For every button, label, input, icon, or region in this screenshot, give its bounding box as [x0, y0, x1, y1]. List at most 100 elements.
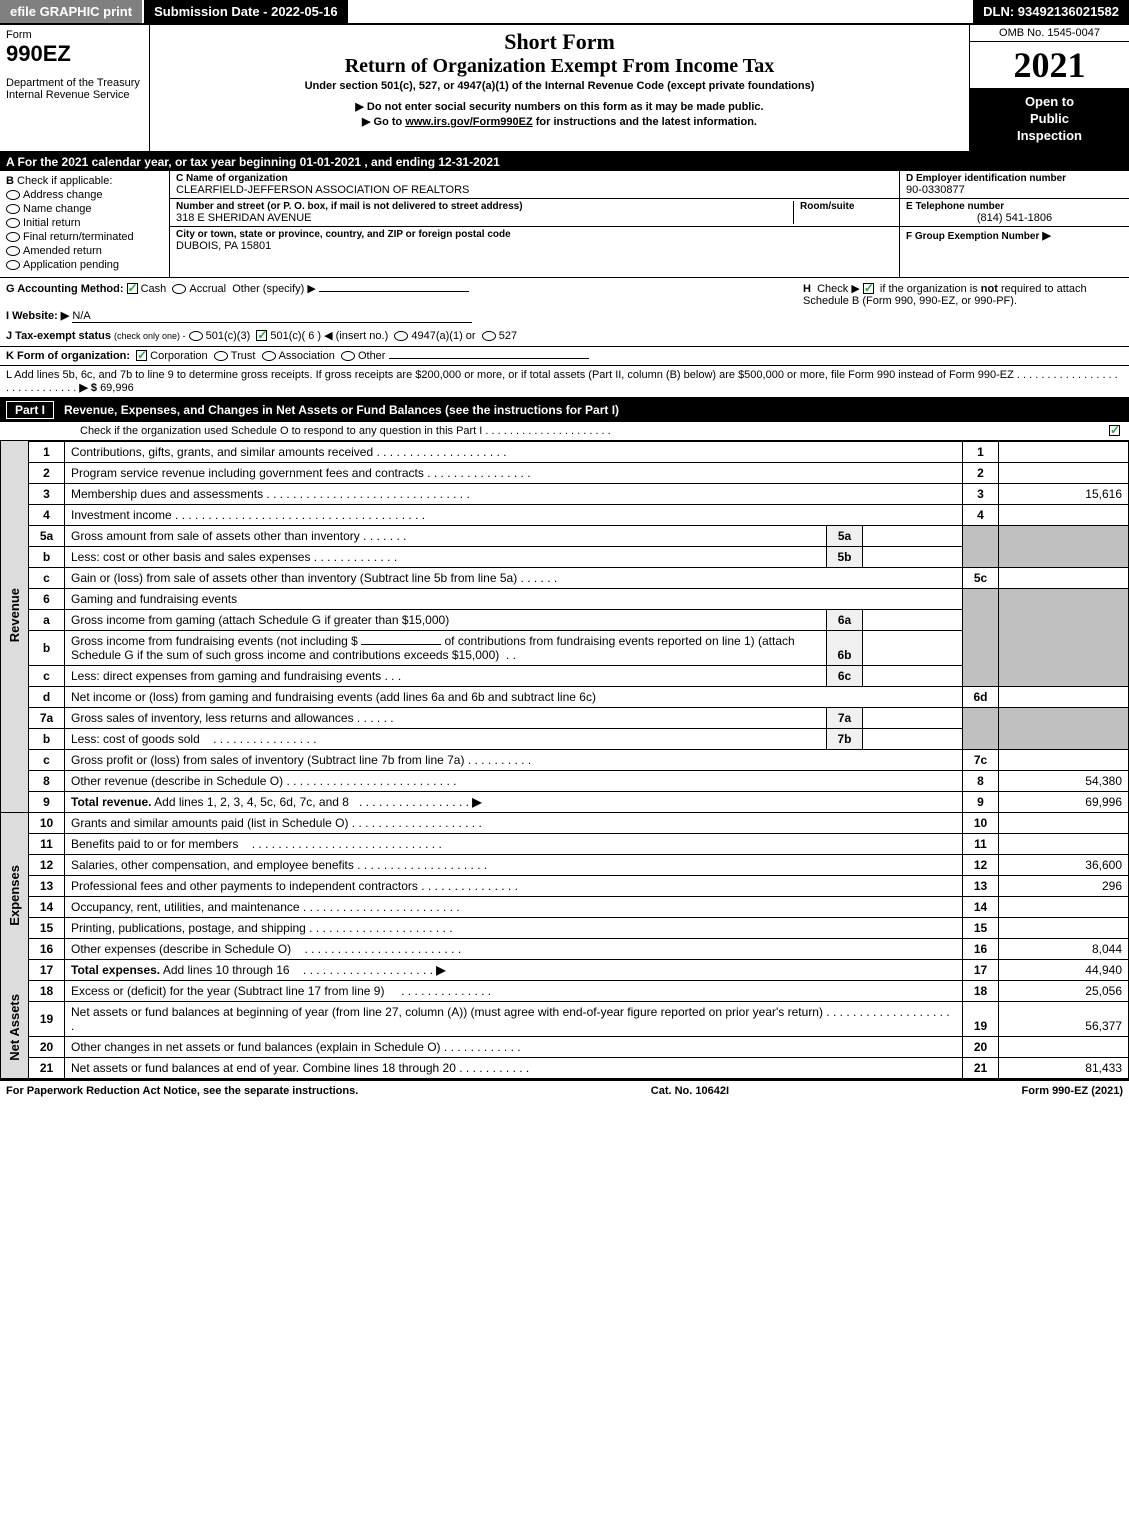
dept-treasury: Department of the Treasury [6, 77, 143, 89]
l9-num: 9 [29, 791, 65, 812]
d-label: D Employer identification number [906, 173, 1123, 184]
g-other: Other (specify) ▶ [232, 283, 316, 295]
l11-desc: Benefits paid to or for members . . . . … [65, 833, 963, 854]
chk-4947[interactable] [394, 331, 408, 341]
k-assoc: Association [279, 350, 335, 362]
l6c-desc: Less: direct expenses from gaming and fu… [65, 665, 827, 686]
l5a-num: 5a [29, 525, 65, 546]
chk-cash[interactable] [127, 283, 138, 294]
l11-rval [999, 833, 1129, 854]
row-a-taxyear: A For the 2021 calendar year, or tax yea… [0, 153, 1129, 171]
line-13: 13 Professional fees and other payments … [1, 875, 1129, 896]
l7b-desc: Less: cost of goods sold . . . . . . . .… [65, 728, 827, 749]
omb-number: OMB No. 1545-0047 [970, 25, 1129, 42]
l10-desc: Grants and similar amounts paid (list in… [65, 812, 963, 833]
chk-initial-return[interactable]: Initial return [6, 217, 163, 229]
chk-corp[interactable] [136, 350, 147, 361]
l7a-num: 7a [29, 707, 65, 728]
chk-name-change[interactable]: Name change [6, 203, 163, 215]
l8-rnum: 8 [963, 770, 999, 791]
part1-subtext: Check if the organization used Schedule … [0, 422, 1129, 441]
l21-num: 21 [29, 1057, 65, 1078]
l9-rval: 69,996 [999, 791, 1129, 812]
f-label: F Group Exemption Number [906, 231, 1039, 242]
l7c-num: c [29, 749, 65, 770]
l7ab-shade-v [999, 707, 1129, 749]
l6c-sn: 6c [827, 665, 863, 686]
f-arrow: ▶ [1042, 230, 1050, 242]
efile-button[interactable]: efile GRAPHIC print [0, 0, 144, 23]
l13-desc: Professional fees and other payments to … [65, 875, 963, 896]
l12-desc: Salaries, other compensation, and employ… [65, 854, 963, 875]
l17-desc: Total expenses. Add lines 10 through 16 … [65, 959, 963, 980]
chk-address-change[interactable]: Address change [6, 189, 163, 201]
l5ab-shade [963, 525, 999, 567]
l20-rval [999, 1036, 1129, 1057]
chk-final-return[interactable]: Final return/terminated [6, 231, 163, 243]
l18-rnum: 18 [963, 980, 999, 1001]
section-bcd: B Check if applicable: Address change Na… [0, 171, 1129, 278]
l5c-num: c [29, 567, 65, 588]
l3-rval: 15,616 [999, 483, 1129, 504]
org-name: CLEARFIELD-JEFFERSON ASSOCIATION OF REAL… [176, 184, 893, 196]
line-7b: b Less: cost of goods sold . . . . . . .… [1, 728, 1129, 749]
line-4: 4 Investment income . . . . . . . . . . … [1, 504, 1129, 525]
chk-assoc[interactable] [262, 351, 276, 361]
subtitle-section: Under section 501(c), 527, or 4947(a)(1)… [158, 80, 961, 92]
dln-label: DLN: 93492136021582 [973, 0, 1129, 23]
chk-h[interactable] [863, 283, 874, 294]
line-3: 3 Membership dues and assessments . . . … [1, 483, 1129, 504]
l11-rnum: 11 [963, 833, 999, 854]
l17-num: 17 [29, 959, 65, 980]
line-9: 9 Total revenue. Add lines 1, 2, 3, 4, 5… [1, 791, 1129, 812]
l18-num: 18 [29, 980, 65, 1001]
chk-527[interactable] [482, 331, 496, 341]
line-11: 11 Benefits paid to or for members . . .… [1, 833, 1129, 854]
submission-date-button[interactable]: Submission Date - 2022-05-16 [144, 0, 350, 23]
l7ab-shade [963, 707, 999, 749]
line-1: Revenue 1 Contributions, gifts, grants, … [1, 441, 1129, 462]
footer-right: Form 990-EZ (2021) [1022, 1085, 1124, 1097]
chk-amended-return[interactable]: Amended return [6, 245, 163, 257]
chk-accrual[interactable] [172, 284, 186, 294]
line-5c: c Gain or (loss) from sale of assets oth… [1, 567, 1129, 588]
l16-desc: Other expenses (describe in Schedule O) … [65, 938, 963, 959]
chk-trust[interactable] [214, 351, 228, 361]
footer-center: Cat. No. 10642I [651, 1085, 729, 1097]
chk-app-pending[interactable]: Application pending [6, 259, 163, 271]
g-block: G Accounting Method: Cash Accrual Other … [6, 282, 803, 342]
h-letter: H [803, 283, 811, 295]
l13-rval: 296 [999, 875, 1129, 896]
l7a-sn: 7a [827, 707, 863, 728]
chk-other[interactable] [341, 351, 355, 361]
l1-rnum: 1 [963, 441, 999, 462]
l7b-sn: 7b [827, 728, 863, 749]
l6-num: 6 [29, 588, 65, 609]
irs-link[interactable]: www.irs.gov/Form990EZ [405, 116, 532, 128]
line-15: 15 Printing, publications, postage, and … [1, 917, 1129, 938]
l14-desc: Occupancy, rent, utilities, and maintena… [65, 896, 963, 917]
l3-desc: Membership dues and assessments . . . . … [65, 483, 963, 504]
col-d: D Employer identification number 90-0330… [899, 171, 1129, 277]
l-arrow: ▶ $ [79, 382, 97, 394]
l15-num: 15 [29, 917, 65, 938]
line-5a: 5a Gross amount from sale of assets othe… [1, 525, 1129, 546]
room-label: Room/suite [800, 201, 893, 212]
c-label: C Name of organization [176, 173, 893, 184]
l6b-desc: Gross income from fundraising events (no… [65, 630, 827, 665]
j-501c: 501(c)( 6 ) ◀ (insert no.) [270, 330, 388, 342]
l12-rnum: 12 [963, 854, 999, 875]
line-7c: c Gross profit or (loss) from sales of i… [1, 749, 1129, 770]
col-c: C Name of organization CLEARFIELD-JEFFER… [170, 171, 899, 277]
l19-rnum: 19 [963, 1001, 999, 1036]
chk-501c3[interactable] [189, 331, 203, 341]
l20-desc: Other changes in net assets or fund bala… [65, 1036, 963, 1057]
chk-501c[interactable] [256, 330, 267, 341]
l8-desc: Other revenue (describe in Schedule O) .… [65, 770, 963, 791]
city-label: City or town, state or province, country… [176, 229, 893, 240]
l6b-num: b [29, 630, 65, 665]
h-text2: if the organization is [880, 283, 981, 295]
chk-schedule-o[interactable] [1109, 425, 1120, 436]
l6-shade [963, 588, 999, 686]
form-number: 990EZ [6, 41, 143, 67]
